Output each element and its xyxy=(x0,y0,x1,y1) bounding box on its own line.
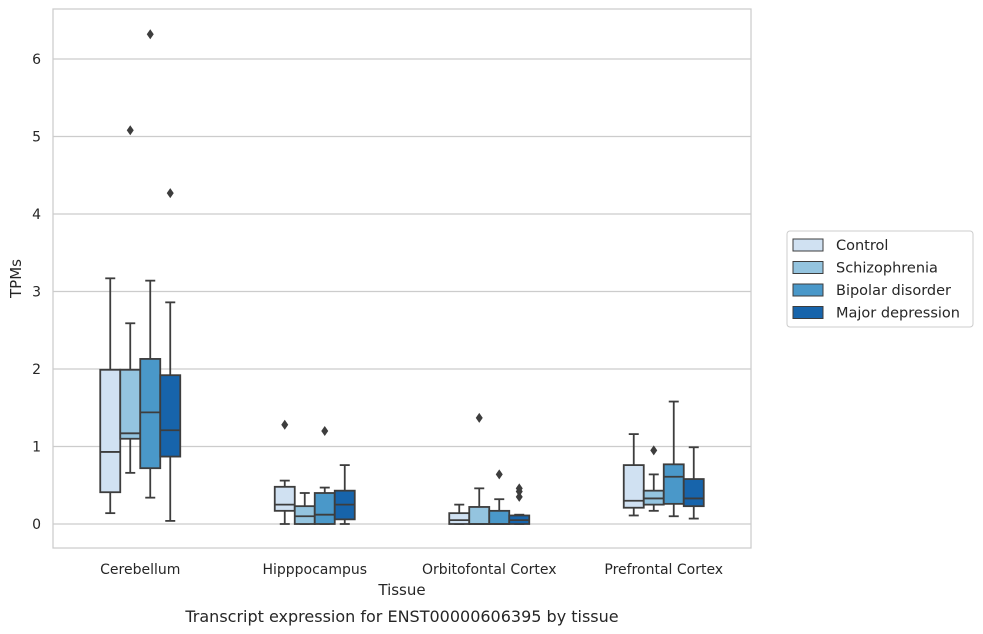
legend-frame xyxy=(786,230,974,328)
box xyxy=(682,478,705,508)
x-tick-labels: Cerebellum Hipppocampus Orbitofontal Corte… xyxy=(100,562,723,578)
outlier-point xyxy=(166,188,174,199)
outlier-point xyxy=(475,412,483,423)
box xyxy=(159,374,182,458)
box-plot xyxy=(119,125,142,474)
outlier-point xyxy=(126,125,134,136)
box xyxy=(488,509,511,525)
y-axis-title: TPMs xyxy=(7,259,25,299)
y-tick-label: 1 xyxy=(32,440,41,456)
y-tick-label: 3 xyxy=(32,285,41,301)
box-plot xyxy=(662,400,685,518)
plot-area xyxy=(52,8,752,549)
y-tick-label: 2 xyxy=(32,362,41,378)
box xyxy=(448,512,471,525)
outlier-point xyxy=(515,491,523,502)
y-tick-label: 6 xyxy=(32,52,41,68)
box-plot xyxy=(273,419,296,525)
box-plots xyxy=(99,29,705,525)
chart-caption: Transcript expression for ENST0000060639… xyxy=(184,607,618,626)
box xyxy=(273,485,296,512)
box-plot xyxy=(448,503,471,525)
legend-label: Bipolar disorder xyxy=(836,283,951,299)
outlier-point xyxy=(515,483,523,494)
x-axis-title: Tissue xyxy=(377,581,425,599)
box-plot xyxy=(99,277,122,515)
box xyxy=(313,492,336,525)
box xyxy=(293,505,316,525)
box-plot xyxy=(682,446,705,520)
legend: Control Schizophrenia Bipolar disorder Majo… xyxy=(786,230,974,328)
box xyxy=(139,358,162,470)
y-tick-label: 5 xyxy=(32,130,41,146)
y-tick-label: 0 xyxy=(32,517,41,533)
y-tick-labels: 0 1 2 3 4 5 6 xyxy=(32,52,41,533)
box xyxy=(468,506,491,525)
x-tick-label: Cerebellum xyxy=(100,562,180,578)
box-plot xyxy=(139,29,162,499)
x-tick-label: Prefrontal Cortex xyxy=(604,562,723,578)
box-plot xyxy=(293,492,316,525)
box xyxy=(622,464,645,509)
outlier-point xyxy=(650,445,658,456)
legend-swatch xyxy=(792,238,824,252)
y-tick-label: 4 xyxy=(32,207,41,223)
box xyxy=(119,368,142,440)
legend-swatch xyxy=(792,283,824,297)
box-plot xyxy=(642,445,665,512)
box xyxy=(99,368,122,494)
box-plot xyxy=(159,188,182,522)
legend-label: Major depression xyxy=(836,306,960,322)
box-plot xyxy=(488,469,511,525)
outlier-point xyxy=(146,29,154,40)
outlier-point xyxy=(495,469,503,480)
box-plot xyxy=(468,412,491,525)
outlier-point xyxy=(281,419,289,430)
box-plot xyxy=(313,426,336,525)
x-tick-label: Hipppocampus xyxy=(262,562,367,578)
legend-swatch xyxy=(792,306,824,319)
box-plot xyxy=(622,433,645,517)
x-tick-label: Orbitofontal Cortex xyxy=(422,562,557,578)
box-plot xyxy=(333,464,356,525)
outlier-point xyxy=(321,426,329,436)
legend-label: Control xyxy=(836,238,888,254)
legend-swatch xyxy=(792,261,824,274)
box xyxy=(662,463,685,505)
legend-label: Schizophrenia xyxy=(836,261,938,277)
box-plot xyxy=(508,483,531,525)
